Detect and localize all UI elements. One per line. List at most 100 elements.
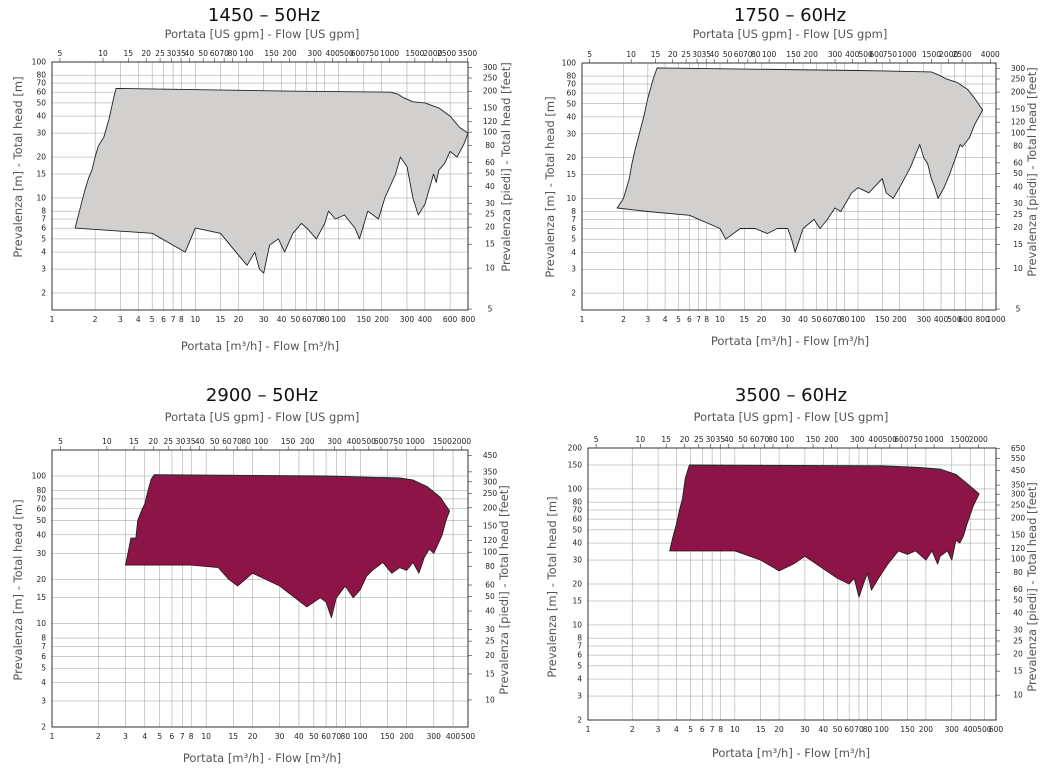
- right-tick-label: 100: [483, 548, 498, 557]
- right-axis-label: Prevalenza [piedi] - Total head [feet]: [499, 62, 513, 272]
- x-tick-label: 80: [320, 315, 330, 324]
- y-tick-label: 2: [577, 716, 582, 725]
- top-tick-label: 30: [167, 49, 177, 58]
- x-tick-label: 50: [291, 315, 301, 324]
- x-tick-label: 10: [191, 315, 201, 324]
- x-tick-label: 600: [989, 725, 1004, 734]
- y-axis-label: Prevalenza [m] - Total head [m]: [11, 76, 25, 257]
- y-tick-label: 70: [36, 79, 46, 88]
- top-tick-label: 2000: [452, 437, 471, 446]
- top-tick-label: 1000: [380, 49, 399, 58]
- y-tick-label: 20: [566, 153, 576, 162]
- top-tick-label: 200: [804, 50, 819, 59]
- x-tick-label: 10: [730, 725, 740, 734]
- right-tick-label: 20: [1013, 223, 1023, 232]
- x-tick-label: 6: [170, 732, 175, 741]
- y-axis-label: Prevalenza [m] - Total head [m]: [545, 496, 559, 677]
- top-tick-label: 30: [176, 437, 186, 446]
- right-tick-label: 15: [485, 240, 495, 249]
- top-tick-label: 60: [222, 437, 232, 446]
- y-tick-label: 3: [571, 265, 576, 274]
- y-tick-label: 60: [36, 504, 46, 513]
- y-tick-label: 2: [41, 289, 46, 298]
- x-tick-label: 3: [645, 315, 650, 324]
- x-tick-label: 800: [461, 315, 476, 324]
- right-tick-label: 50: [485, 169, 495, 178]
- top-tick-label: 750: [883, 50, 898, 59]
- right-tick-label: 30: [485, 625, 495, 634]
- x-tick-label: 80: [341, 732, 351, 741]
- top-tick-label: 300: [327, 437, 342, 446]
- top-tick-label: 20: [680, 435, 690, 444]
- x-axis-label: Portata [m³/h] - Flow [m³/h]: [711, 334, 869, 348]
- x-tick-label: 60: [823, 315, 833, 324]
- top-tick-label: 200: [300, 437, 315, 446]
- x-tick-label: 4: [136, 315, 141, 324]
- right-axis-label: Prevalenza [piedi] - Total head [feet]: [1025, 67, 1039, 277]
- x-tick-label: 1: [586, 725, 591, 734]
- y-tick-label: 15: [36, 170, 46, 179]
- top-tick-label: 400: [868, 435, 883, 444]
- y-tick-label: 100: [32, 58, 47, 67]
- right-tick-label: 25: [485, 210, 495, 219]
- x-tick-label: 300: [917, 315, 932, 324]
- y-tick-label: 7: [41, 215, 46, 224]
- x-tick-label: 3: [118, 315, 123, 324]
- y-tick-label: 70: [572, 506, 582, 515]
- top-tick-label: 10: [636, 435, 646, 444]
- top-tick-label: 2000: [939, 50, 958, 59]
- top-tick-label: 500: [339, 49, 354, 58]
- right-tick-label: 60: [485, 581, 495, 590]
- top-tick-label: 600: [351, 49, 366, 58]
- y-tick-label: 30: [566, 129, 576, 138]
- top-tick-label: 40: [709, 50, 719, 59]
- y-tick-label: 100: [32, 472, 47, 481]
- right-tick-label: 60: [485, 158, 495, 167]
- x-tick-label: 15: [756, 725, 766, 734]
- y-tick-label: 3: [577, 692, 582, 701]
- top-tick-label: 40: [185, 49, 195, 58]
- right-tick-label: 150: [483, 522, 498, 531]
- y-tick-label: 150: [568, 460, 583, 469]
- x-tick-label: 70: [832, 315, 842, 324]
- y-tick-label: 5: [571, 235, 576, 244]
- right-tick-label: 200: [1011, 514, 1026, 523]
- right-tick-label: 150: [1011, 105, 1026, 114]
- right-tick-label: 300: [483, 477, 498, 486]
- x-tick-label: 20: [234, 315, 244, 324]
- top-tick-label: 600: [869, 50, 884, 59]
- y-tick-label: 30: [36, 549, 46, 558]
- x-tick-label: 15: [740, 315, 750, 324]
- right-tick-label: 120: [1011, 544, 1026, 553]
- top-tick-label: 60: [734, 50, 744, 59]
- x-tick-label: 500: [947, 315, 962, 324]
- right-tick-label: 350: [1011, 481, 1026, 490]
- y-tick-label: 70: [566, 79, 576, 88]
- top-tick-label: 70: [743, 50, 753, 59]
- y-tick-label: 20: [36, 153, 46, 162]
- top-tick-label: 5: [594, 435, 599, 444]
- right-tick-label: 30: [1013, 199, 1023, 208]
- top-tick-label: 750: [909, 435, 924, 444]
- plot-frame: [587, 447, 997, 721]
- right-tick-label: 25: [485, 637, 495, 646]
- top-tick-label: 1000: [924, 435, 943, 444]
- top-tick-label: 25: [694, 435, 704, 444]
- top-tick-label: 300: [850, 435, 865, 444]
- x-tick-label: 5: [157, 732, 162, 741]
- x-tick-label: 5: [676, 315, 681, 324]
- top-tick-label: 500: [883, 435, 898, 444]
- right-tick-label: 60: [1013, 158, 1023, 167]
- top-tick-label: 30: [692, 50, 702, 59]
- x-tick-label: 60: [321, 732, 331, 741]
- x-tick-label: 600: [958, 315, 973, 324]
- top-tick-label: 1500: [922, 50, 941, 59]
- top-tick-label: 70: [232, 437, 242, 446]
- right-tick-label: 300: [483, 63, 498, 72]
- right-tick-label: 40: [1013, 182, 1023, 191]
- x-tick-label: 4: [663, 315, 668, 324]
- top-axis-label: Portata [US gpm] - Flow [US gpm]: [165, 410, 360, 424]
- top-tick-label: 30: [706, 435, 716, 444]
- right-tick-label: 250: [483, 74, 498, 83]
